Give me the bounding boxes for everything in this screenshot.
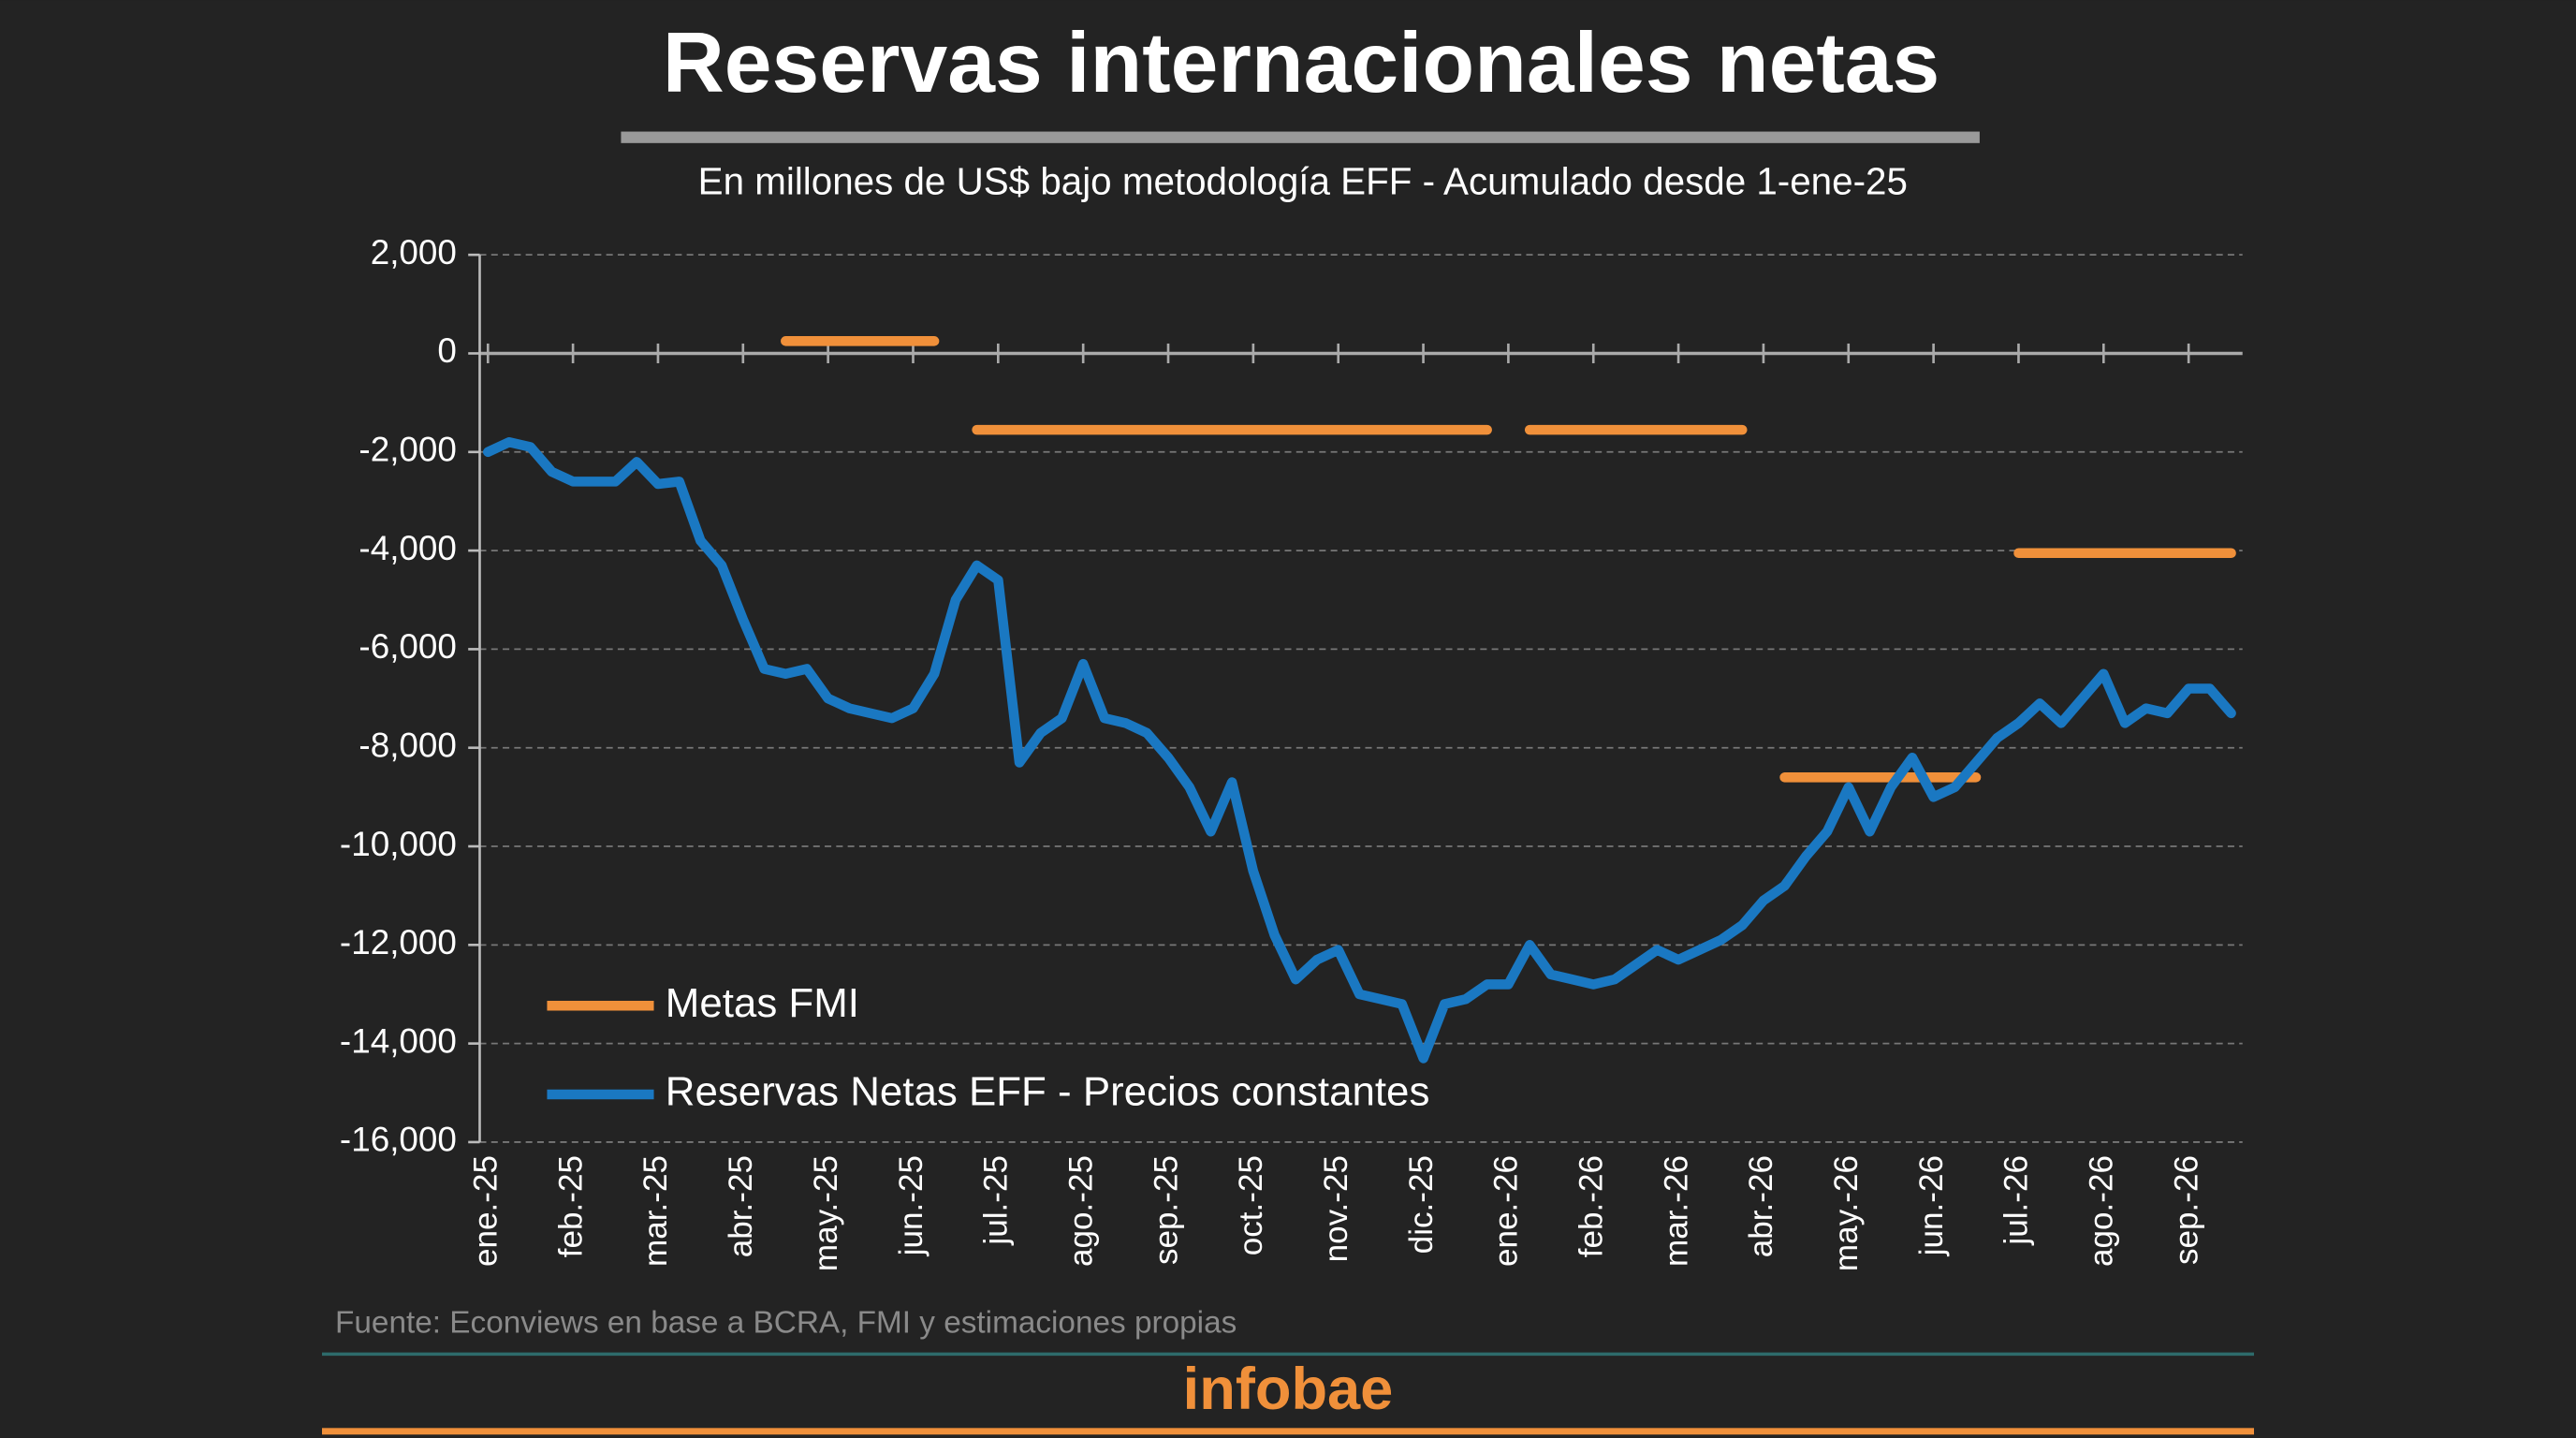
y-tick-label: -2,000 (359, 431, 456, 469)
x-tick-label: jun.-26 (1913, 1155, 1950, 1256)
x-tick-label: jun.-25 (893, 1155, 929, 1256)
y-tick-label: -14,000 (340, 1021, 457, 1060)
y-tick-label: -4,000 (359, 529, 456, 567)
x-tick-label: nov.-25 (1318, 1155, 1354, 1262)
y-tick-label: -8,000 (359, 726, 456, 764)
y-tick-label: -16,000 (340, 1121, 457, 1159)
y-tick-label: -12,000 (340, 923, 457, 961)
brand-logo: infobae (1183, 1357, 1394, 1422)
chart-subtitle: En millones de US$ bajo metodología EFF … (698, 159, 1908, 202)
x-tick-label: may.-26 (1828, 1155, 1865, 1271)
x-tick-label: feb.-25 (552, 1155, 589, 1257)
x-tick-label: jul.-26 (1998, 1155, 2035, 1246)
x-tick-label: sep.-25 (1148, 1155, 1184, 1265)
x-tick-label: ago.-25 (1062, 1155, 1099, 1267)
x-tick-label: dic.-25 (1403, 1155, 1440, 1254)
x-tick-label: ene.-25 (468, 1155, 505, 1267)
x-tick-label: sep.-26 (2168, 1155, 2204, 1265)
x-tick-label: abr.-25 (723, 1155, 759, 1257)
x-tick-label: ago.-26 (2084, 1155, 2120, 1267)
series-line (781, 336, 2236, 783)
legend-label: Metas FMI (666, 980, 859, 1026)
title-underline (621, 131, 1980, 143)
x-tick-label: mar.-25 (637, 1155, 674, 1267)
y-tick-label: -10,000 (340, 825, 457, 863)
x-tick-label: oct.-25 (1233, 1155, 1269, 1255)
chart-title: Reservas internacionales netas (663, 15, 1939, 110)
legend-label: Reservas Netas EFF - Precios constantes (666, 1069, 1430, 1115)
x-tick-label: mar.-26 (1658, 1155, 1694, 1267)
source: Fuente: Econviews en base a BCRA, FMI y … (335, 1306, 1237, 1341)
x-tick-label: feb.-26 (1573, 1155, 1610, 1257)
x-tick-label: jul.-25 (978, 1155, 1015, 1246)
x-tick-label: ene.-26 (1488, 1155, 1525, 1267)
x-tick-label: may.-25 (808, 1155, 844, 1271)
series-line (482, 436, 2236, 1064)
y-tick-label: -6,000 (359, 627, 456, 666)
y-tick-label: 2,000 (371, 233, 457, 271)
brand-bar (322, 1428, 2254, 1435)
y-tick-label: 0 (437, 331, 457, 370)
x-tick-label: abr.-26 (1743, 1155, 1779, 1257)
